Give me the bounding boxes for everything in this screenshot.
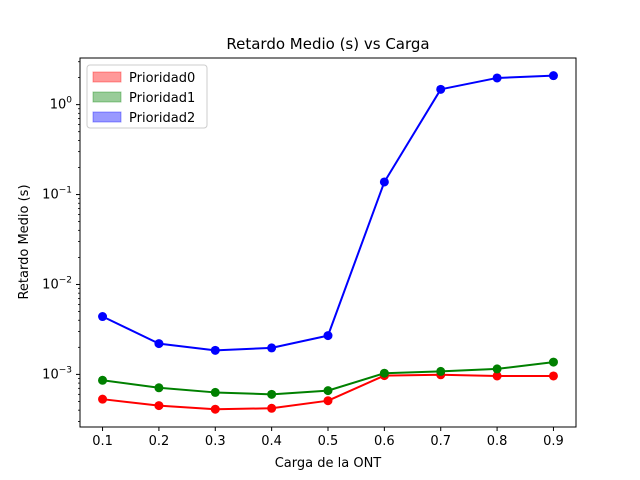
legend-label-prioridad0: Prioridad0 [129,71,195,86]
data-point-prioridad2 [323,331,333,341]
data-point-prioridad0 [492,371,502,381]
data-point-prioridad2 [492,73,502,83]
legend-swatch-prioridad0 [92,71,122,83]
data-point-prioridad1 [323,386,333,396]
x-tick-label: 0.7 [430,434,451,449]
legend-swatch-prioridad2 [92,111,122,123]
data-point-prioridad0 [267,403,277,413]
y-axis-label: Retardo Medio (s) [17,184,32,299]
x-tick-label: 0.8 [487,434,508,449]
y-tick-label: 100 [50,96,73,113]
x-tick-label: 0.1 [92,434,113,449]
plot-frame [79,57,577,428]
data-point-prioridad2 [379,177,389,187]
data-point-prioridad2 [154,339,164,349]
data-point-prioridad1 [548,357,558,367]
y-tick-label: 10−3 [42,365,72,382]
y-tick-label: 10−1 [42,186,72,203]
data-point-prioridad1 [267,389,277,399]
x-tick-label: 0.4 [261,434,282,449]
data-point-prioridad0 [154,401,164,411]
data-point-prioridad1 [379,368,389,378]
data-point-prioridad1 [492,364,502,374]
data-point-prioridad1 [436,366,446,376]
data-point-prioridad1 [154,383,164,393]
legend-label-prioridad1: Prioridad1 [129,91,195,106]
y-tick-label: 10−2 [42,275,72,292]
data-point-prioridad0 [323,396,333,406]
legend: Prioridad0 Prioridad1 Prioridad2 [86,64,208,129]
data-point-prioridad2 [267,343,277,353]
data-point-prioridad0 [548,371,558,381]
x-tick-label: 0.6 [374,434,395,449]
x-tick-label: 0.3 [205,434,226,449]
x-tick-label: 0.9 [543,434,564,449]
data-point-prioridad2 [210,345,220,355]
data-point-prioridad1 [210,387,220,397]
data-point-prioridad1 [98,375,108,385]
x-tick-label: 0.2 [149,434,170,449]
legend-swatch-prioridad1 [92,91,122,103]
x-axis-label: Carga de la ONT [275,456,382,471]
x-tick-label: 0.5 [318,434,339,449]
data-point-prioridad2 [436,84,446,94]
chart-title: Retardo Medio (s) vs Carga [226,35,429,53]
data-point-prioridad2 [98,312,108,322]
data-point-prioridad0 [98,394,108,404]
data-point-prioridad0 [210,404,220,414]
data-point-prioridad2 [548,71,558,81]
legend-label-prioridad2: Prioridad2 [129,111,195,126]
